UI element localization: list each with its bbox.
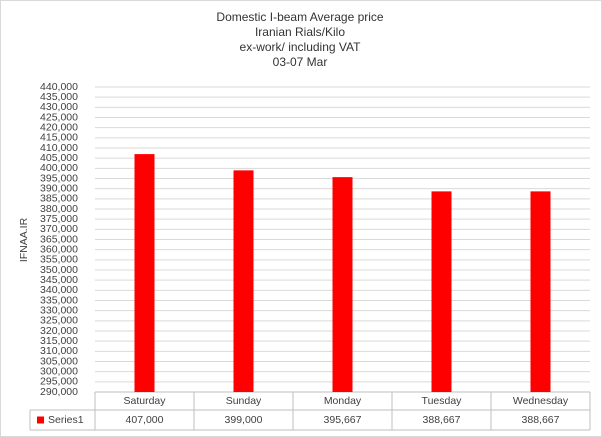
x-tick-label: Tuesday [422,395,463,407]
y-tick-label: 410,000 [40,142,78,154]
y-tick-label: 355,000 [40,254,78,266]
legend-swatch [37,416,44,424]
y-tick-label: 435,000 [40,91,78,103]
y-tick-label: 440,000 [40,81,78,93]
y-tick-label: 310,000 [40,345,78,357]
y-tick-label: 340,000 [40,284,78,296]
y-tick-label: 400,000 [40,162,78,174]
y-tick-label: 370,000 [40,223,78,235]
y-tick-label: 425,000 [40,111,78,123]
y-tick-label: 360,000 [40,243,78,255]
y-tick-label: 315,000 [40,335,78,347]
x-tick-label: Wednesday [513,395,569,407]
y-tick-label: 405,000 [40,152,78,164]
y-tick-label: 345,000 [40,274,78,286]
table-value: 388,667 [423,414,461,426]
bar [134,154,155,392]
x-tick-label: Monday [324,395,362,407]
legend-label: Series1 [48,414,84,426]
y-tick-label: 380,000 [40,203,78,215]
y-tick-label: 395,000 [40,172,78,184]
y-tick-label: 335,000 [40,294,78,306]
y-tick-label: 430,000 [40,101,78,113]
y-axis-label: IFNAA.IR [18,217,30,262]
y-tick-label: 325,000 [40,315,78,327]
y-tick-label: 385,000 [40,193,78,205]
table-value: 388,667 [522,414,560,426]
bar [530,191,551,392]
y-tick-label: 365,000 [40,233,78,245]
bar [431,191,452,392]
y-tick-label: 305,000 [40,355,78,367]
chart-title: ex-work/ including VAT [240,40,362,54]
x-tick-label: Sunday [226,395,262,407]
y-tick-label: 390,000 [40,182,78,194]
y-tick-label: 295,000 [40,376,78,388]
y-tick-label: 290,000 [40,386,78,398]
y-tick-label: 350,000 [40,264,78,276]
y-tick-label: 320,000 [40,325,78,337]
bar [332,177,353,392]
table-value: 395,667 [324,414,362,426]
chart-title: 03-07 Mar [273,55,328,69]
y-tick-label: 420,000 [40,121,78,133]
y-tick-label: 330,000 [40,304,78,316]
chart-title: Domestic I-beam Average price [216,10,384,24]
bar [233,170,254,392]
table-value: 399,000 [225,414,263,426]
x-tick-label: Saturday [123,395,166,407]
table-value: 407,000 [126,414,164,426]
y-tick-label: 415,000 [40,132,78,144]
chart-title: Iranian Rials/Kilo [255,25,345,39]
y-tick-label: 375,000 [40,213,78,225]
y-tick-label: 300,000 [40,365,78,377]
